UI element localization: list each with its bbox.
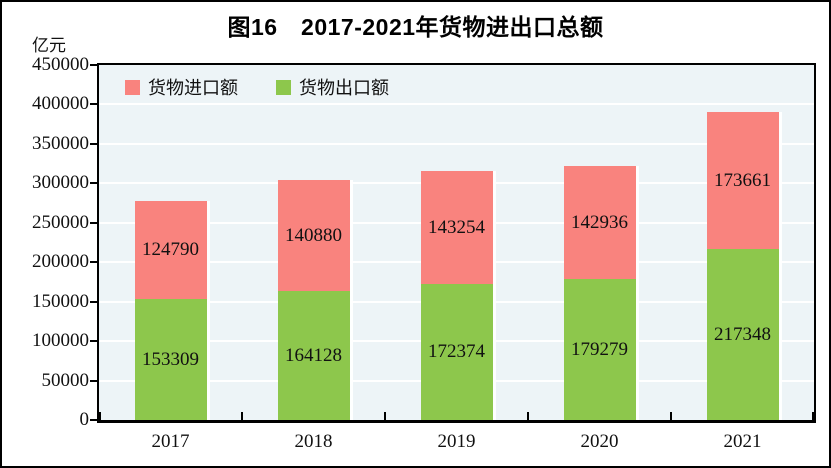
y-axis-tick-label: 300000 bbox=[32, 172, 89, 194]
bar-value-label: 164128 bbox=[285, 344, 342, 366]
y-axis-tick-label: 100000 bbox=[32, 330, 89, 352]
y-axis-tick-mark bbox=[90, 142, 97, 145]
y-axis-tick-mark bbox=[90, 340, 97, 343]
bar-value-label: 124790 bbox=[142, 239, 199, 260]
y-axis-tick-mark bbox=[90, 300, 97, 303]
x-axis-tick-mark bbox=[241, 412, 243, 420]
bar-segment-export: 179279 bbox=[563, 279, 636, 420]
bar-segment-import: 142936 bbox=[563, 166, 636, 279]
y-axis-tick-label: 150000 bbox=[32, 290, 89, 312]
y-axis-tick-label: 350000 bbox=[32, 132, 89, 154]
x-axis-tick-mark bbox=[99, 412, 101, 420]
bar-segment-import: 124790 bbox=[134, 201, 207, 299]
x-axis-category-label: 2018 bbox=[294, 431, 333, 452]
bar-value-label: 142936 bbox=[571, 211, 628, 233]
y-axis-tick-mark bbox=[90, 182, 97, 185]
bar-segment-import: 140880 bbox=[277, 180, 350, 291]
y-axis-tick-mark bbox=[90, 379, 97, 382]
y-axis-tick-mark bbox=[90, 419, 97, 421]
chart-title: 图16 2017-2021年货物进出口总额 bbox=[227, 14, 604, 40]
bar-segment-import: 173661 bbox=[706, 112, 779, 249]
bar-value-label: 140880 bbox=[285, 224, 342, 246]
plot-area: 153309 124790 164128 140880 172374 143254 1792… bbox=[97, 63, 816, 423]
bar-segment-export: 164128 bbox=[277, 291, 350, 420]
x-axis-tick-mark bbox=[670, 412, 672, 420]
legend-swatch bbox=[276, 79, 291, 95]
bar-value-label: 217348 bbox=[714, 323, 771, 345]
legend-label: 货物进口额 bbox=[148, 78, 238, 98]
bar-segment-export: 217348 bbox=[706, 249, 779, 420]
y-axis-tick-mark bbox=[90, 103, 97, 106]
bar-value-label: 153309 bbox=[142, 348, 199, 370]
y-axis-tick-label: 0 bbox=[79, 409, 90, 430]
y-axis-tick-label: 250000 bbox=[32, 211, 89, 233]
bar-value-label: 179279 bbox=[571, 338, 628, 360]
gridline bbox=[99, 142, 814, 145]
y-axis-tick-label: 200000 bbox=[32, 251, 89, 273]
y-axis-tick-label: 450000 bbox=[32, 54, 89, 75]
legend-swatch bbox=[125, 79, 140, 95]
x-axis-category-label: 2020 bbox=[580, 431, 619, 452]
bar-segment-export: 153309 bbox=[134, 299, 207, 420]
bar-value-label: 172374 bbox=[428, 341, 485, 362]
x-axis-tick-mark bbox=[812, 412, 814, 420]
legend-item: 货物出口额 bbox=[276, 74, 389, 100]
bar-value-label: 143254 bbox=[428, 216, 485, 238]
x-axis-category-label: 2019 bbox=[437, 431, 476, 452]
legend-label: 货物出口额 bbox=[299, 78, 389, 98]
y-axis-tick-mark bbox=[90, 64, 97, 66]
legend-item: 货物进口额 bbox=[125, 74, 238, 100]
gridline bbox=[99, 103, 814, 106]
x-axis-category-label: 2017 bbox=[151, 431, 190, 452]
bar-segment-import: 143254 bbox=[420, 171, 493, 284]
x-axis-tick-mark bbox=[384, 412, 386, 420]
y-axis-tick-mark bbox=[90, 221, 97, 224]
bar-value-label: 173661 bbox=[714, 169, 771, 191]
y-axis-unit-label: 亿元 bbox=[32, 36, 66, 55]
legend: 货物进口额 货物出口额 bbox=[125, 74, 389, 100]
bar-segment-export: 172374 bbox=[420, 284, 493, 420]
x-axis-tick-mark bbox=[527, 412, 529, 420]
y-axis-tick-mark bbox=[90, 261, 97, 264]
y-axis-tick-label: 50000 bbox=[41, 369, 90, 391]
y-axis-tick-label: 400000 bbox=[32, 93, 89, 115]
x-axis-category-label: 2021 bbox=[723, 431, 762, 452]
